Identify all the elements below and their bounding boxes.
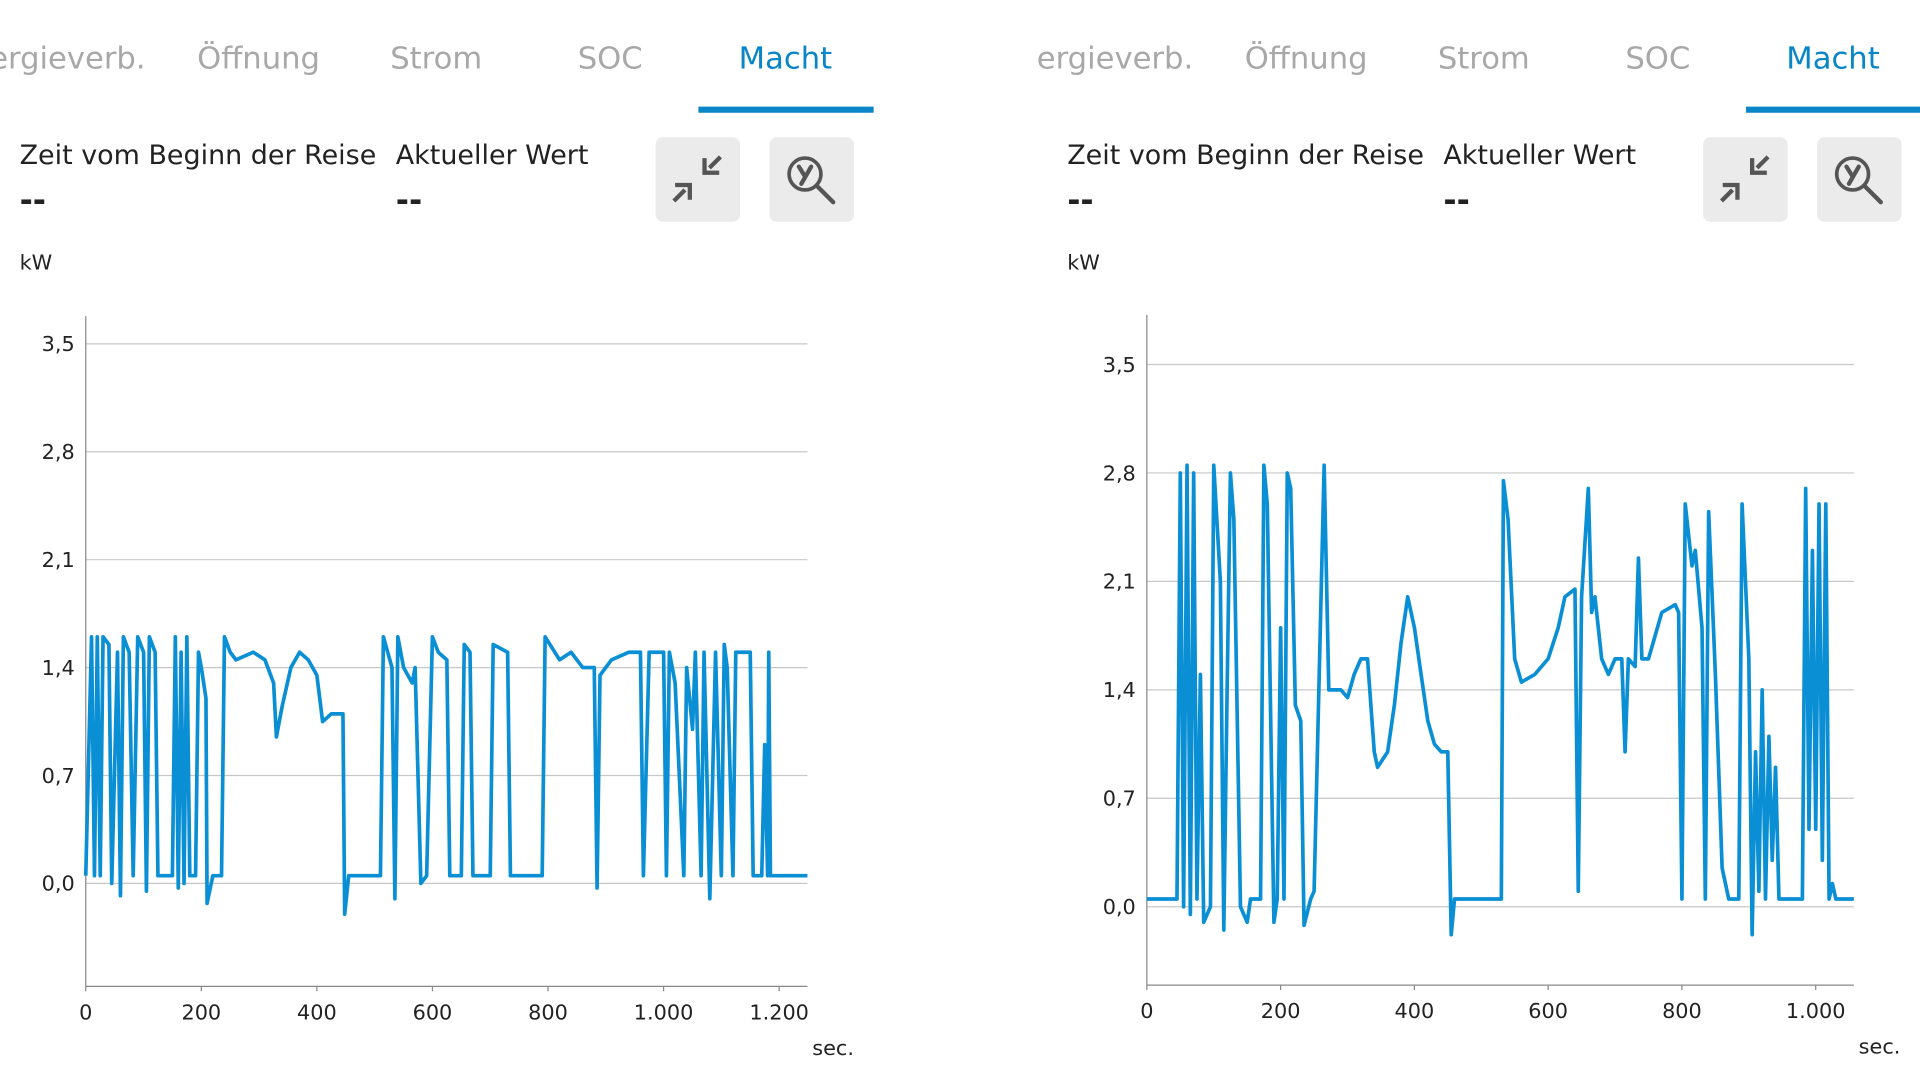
- field-label: Aktueller Wert: [396, 140, 589, 171]
- x-tick-label: 600: [413, 1000, 453, 1024]
- tab[interactable]: Strom: [390, 42, 482, 77]
- zoom-icon: [1834, 156, 1871, 192]
- x-tick-label: 1.000: [1786, 999, 1846, 1023]
- tab[interactable]: SOC: [1625, 42, 1690, 77]
- y-tick-label: 2,1: [42, 548, 75, 572]
- y-tick-label: 0,7: [42, 764, 75, 788]
- x-tick-label: 1.000: [634, 1000, 694, 1024]
- tab-indicator: [1746, 106, 1920, 113]
- collapse-button[interactable]: [1703, 137, 1788, 222]
- x-tick-label: 800: [1662, 999, 1702, 1023]
- field-value: --: [1443, 181, 1469, 219]
- x-tick-label: 200: [1261, 999, 1301, 1023]
- y-tick-label: 0,0: [42, 872, 75, 896]
- tab[interactable]: Öffnung: [197, 41, 320, 77]
- field-value: --: [1067, 181, 1093, 219]
- field-value: --: [396, 181, 422, 219]
- y-tick-label: 3,5: [1103, 353, 1136, 377]
- collapse-icon: [672, 155, 722, 203]
- y-tick-label: 0,7: [1103, 787, 1136, 811]
- x-tick-label: 600: [1528, 999, 1568, 1023]
- zoom-y-button[interactable]: [769, 137, 855, 222]
- field-value: --: [20, 181, 46, 219]
- y-tick-label: 2,8: [42, 440, 75, 464]
- y-tick-label: 2,1: [1103, 570, 1136, 594]
- y-tick-label: 3,5: [42, 332, 75, 356]
- tab-indicator: [698, 106, 874, 113]
- x-axis-label: sec.: [1859, 1035, 1901, 1059]
- x-tick-label: 1.200: [749, 1000, 809, 1024]
- y-tick-label: 1,4: [1103, 678, 1136, 702]
- tab[interactable]: SOC: [578, 42, 643, 77]
- x-tick-label: 0: [1140, 999, 1153, 1023]
- field-label: Zeit vom Beginn der Reise: [1067, 140, 1424, 171]
- power-line: [83, 634, 808, 917]
- zoom-y-button[interactable]: [1817, 137, 1902, 222]
- zoom-icon-handle: [1844, 164, 1883, 205]
- y-axis-label: kW: [20, 251, 53, 275]
- collapse-icon: [1719, 155, 1770, 203]
- x-tick-label: 400: [297, 1000, 337, 1024]
- collapse-button[interactable]: [655, 137, 741, 222]
- x-tick-label: 0: [79, 1000, 92, 1024]
- field-label: Aktueller Wert: [1443, 140, 1636, 171]
- field-label: Zeit vom Beginn der Reise: [20, 140, 377, 171]
- tab[interactable]: ergieverb.: [0, 42, 146, 77]
- tab[interactable]: Öffnung: [1245, 41, 1368, 77]
- tab[interactable]: Macht: [1786, 42, 1879, 77]
- y-tick-label: 0,0: [1103, 895, 1136, 919]
- x-tick-label: 800: [528, 1000, 568, 1024]
- y-axis-label: kW: [1067, 251, 1100, 275]
- zoom-icon: [787, 156, 823, 192]
- zoom-icon-handle: [796, 164, 836, 205]
- y-tick-label: 1,4: [42, 656, 75, 680]
- tab[interactable]: Strom: [1438, 42, 1530, 77]
- power-line: [1146, 463, 1854, 937]
- x-axis-label: sec.: [812, 1036, 854, 1060]
- tab[interactable]: Macht: [739, 42, 832, 77]
- tab[interactable]: ergieverb.: [1037, 42, 1193, 77]
- y-tick-label: 2,8: [1103, 461, 1136, 485]
- x-tick-label: 200: [181, 1000, 221, 1024]
- x-tick-label: 400: [1395, 999, 1435, 1023]
